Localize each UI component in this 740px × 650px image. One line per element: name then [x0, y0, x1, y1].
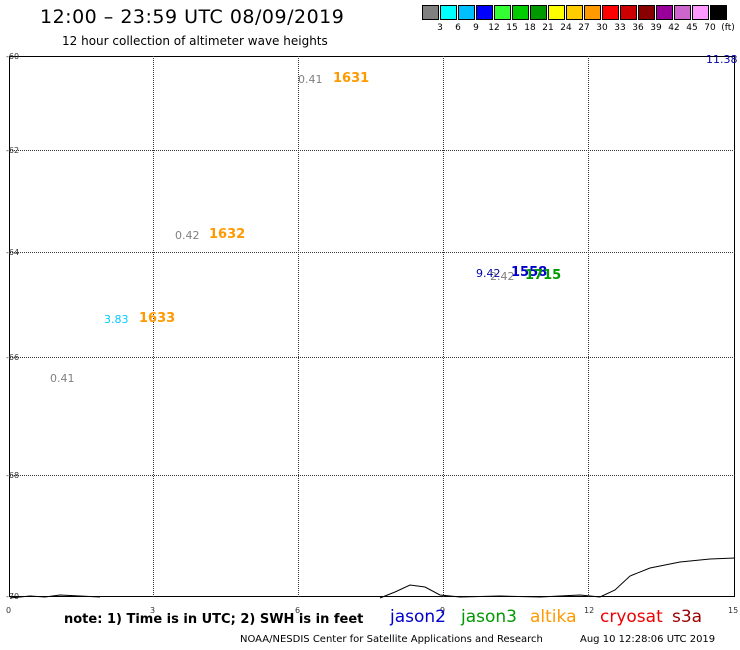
lon-label: 9 [440, 606, 446, 615]
scale-label: 18 [524, 23, 536, 33]
satellite-legend-altika: altika [530, 607, 577, 627]
scale-swatch [566, 5, 583, 20]
scale-swatch [692, 5, 709, 20]
wave-height-value: 0.41 [50, 372, 75, 385]
scale-label: 24 [560, 23, 572, 33]
lat-label: -70 [6, 592, 20, 601]
lat-label: -62 [6, 146, 20, 155]
lon-label: 15 [728, 606, 739, 615]
scale-label: 30 [596, 23, 608, 33]
chart-subtitle: 12 hour collection of altimeter wave hei… [62, 34, 328, 48]
scale-swatch [530, 5, 547, 20]
scale-swatch [656, 5, 673, 20]
scale-label: 12 [488, 23, 500, 33]
lat-label: -64 [6, 248, 20, 257]
scale-label: 36 [632, 23, 644, 33]
scale-label: 42 [668, 23, 680, 33]
lon-gridline [298, 56, 299, 597]
scale-swatch [584, 5, 601, 20]
scale-swatch [440, 5, 457, 20]
scale-label: 70 [704, 23, 716, 33]
scale-swatch [638, 5, 655, 20]
wave-height-value: 0.42 [175, 229, 200, 242]
satellite-legend-jason3: jason3 [461, 607, 517, 627]
satellite-legend-jason2: jason2 [390, 607, 446, 627]
scale-label: 6 [455, 23, 461, 33]
scale-swatch [674, 5, 691, 20]
lat-label: -60 [6, 52, 20, 61]
scale-swatch [710, 5, 727, 20]
wave-height-value: 0.41 [298, 73, 323, 86]
scale-swatch [476, 5, 493, 20]
scale-label: (ft) [721, 23, 735, 33]
observation-time: 1632 [209, 227, 246, 242]
map-plot-area [9, 56, 735, 597]
scale-label: 3 [437, 23, 443, 33]
antarctic-coastline [9, 557, 736, 599]
wave-height-value: 11.38 [706, 53, 738, 66]
wave-height-value: 3.83 [104, 313, 129, 326]
scale-label: 9 [473, 23, 479, 33]
wave-height-value: 9.42 [476, 267, 501, 280]
scale-swatch [494, 5, 511, 20]
lat-label: -68 [6, 471, 20, 480]
footer-note: note: 1) Time is in UTC; 2) SWH is in fe… [64, 612, 364, 627]
generated-timestamp: Aug 10 12:28:06 UTC 2019 [580, 634, 716, 645]
scale-swatch [512, 5, 529, 20]
lon-gridline [443, 56, 444, 597]
lon-label: 3 [150, 606, 156, 615]
lat-gridline [9, 252, 735, 253]
lon-label: 12 [584, 606, 595, 615]
scale-swatch [422, 5, 439, 20]
satellite-legend-s3a: s3a [672, 607, 703, 627]
scale-label: 33 [614, 23, 626, 33]
scale-swatch [620, 5, 637, 20]
lon-label: 6 [295, 606, 301, 615]
lat-gridline [9, 150, 735, 151]
scale-swatch [458, 5, 475, 20]
observation-time: 1558 [511, 265, 548, 280]
lon-gridline [153, 56, 154, 597]
observation-time: 1633 [139, 311, 176, 326]
lat-label: -66 [6, 353, 20, 362]
scale-label: 27 [578, 23, 590, 33]
observation-time: 1715 [525, 268, 562, 283]
chart-title: 12:00 – 23:59 UTC 08/09/2019 [40, 6, 345, 28]
scale-label: 45 [686, 23, 698, 33]
credit-line: NOAA/NESDIS Center for Satellite Applica… [240, 634, 543, 645]
lon-label: 0 [6, 606, 12, 615]
lat-gridline [9, 357, 735, 358]
scale-swatch [548, 5, 565, 20]
satellite-legend-cryosat: cryosat [600, 607, 663, 627]
lat-gridline [9, 475, 735, 476]
lon-gridline [588, 56, 589, 597]
scale-label: 21 [542, 23, 554, 33]
scale-swatch [602, 5, 619, 20]
wave-height-value: 2.42 [490, 270, 515, 283]
observation-time: 1631 [333, 71, 370, 86]
scale-label: 39 [650, 23, 662, 33]
scale-label: 15 [506, 23, 518, 33]
